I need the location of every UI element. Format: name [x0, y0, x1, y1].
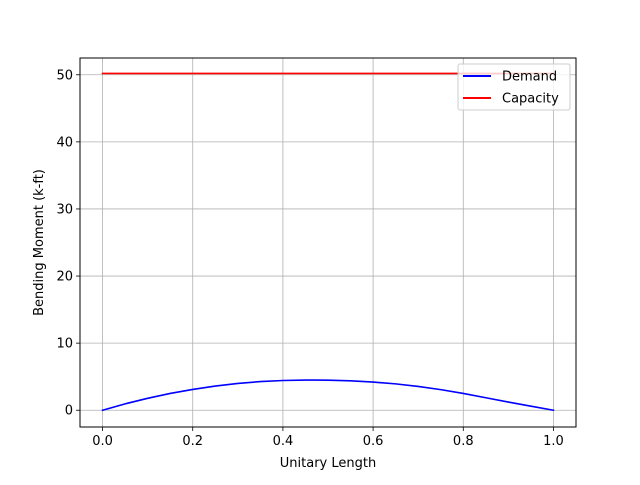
demand-series-line [101, 379, 555, 412]
legend: Demand Capacity [457, 63, 571, 111]
x-tick-label: 0.4 [273, 434, 294, 449]
x-axis-label: Unitary Length [280, 456, 376, 471]
x-tick-label: 0.6 [363, 434, 384, 449]
y-tick-label: 50 [56, 68, 73, 83]
plot-frame [79, 57, 577, 428]
y-axis-label: Bending Moment (k-ft) [32, 169, 47, 316]
x-tick-label: 1.0 [543, 434, 564, 449]
x-tick-label: 0.0 [92, 434, 113, 449]
legend-demand-label: Demand [502, 70, 557, 85]
legend-capacity-label: Capacity [502, 92, 559, 107]
y-tick-label: 10 [56, 337, 73, 352]
y-tick-label: 30 [56, 202, 73, 217]
y-tick-label: 0 [65, 404, 73, 419]
y-tick-label: 20 [56, 270, 73, 285]
grid [80, 58, 576, 427]
y-tick-label: 40 [56, 135, 73, 150]
ticks: 0.0 0.2 0.4 0.6 0.8 1.0 0 10 20 30 40 50 [56, 68, 563, 449]
x-tick-label: 0.8 [453, 434, 474, 449]
x-tick-label: 0.2 [182, 434, 203, 449]
